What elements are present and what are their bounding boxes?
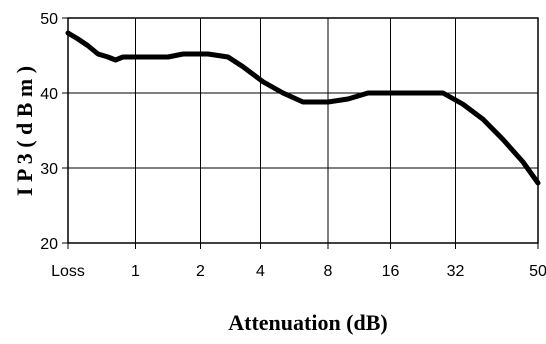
x-axis-title: Attenuation (dB) [228,310,388,335]
grid-layer [68,18,538,243]
x-tick-label: 2 [196,263,205,280]
axis-layer [62,17,539,249]
x-tick-label: Loss [51,263,85,280]
y-tick-label: 50 [40,11,58,28]
x-tick-label: 50 [529,263,546,280]
y-tick-label: 40 [40,86,58,103]
x-tick-label: 4 [256,263,265,280]
series-line [65,30,541,186]
y-tick-label: 20 [40,236,58,253]
x-tick-label: 32 [447,263,465,280]
plot-frame [67,17,539,244]
y-axis-title: I P 3 ( d B m ) [12,66,37,196]
y-tick-label: 30 [40,161,58,178]
series-layer [65,30,541,186]
x-tick-label: 8 [324,263,333,280]
x-tick-label: 1 [131,263,140,280]
label-layer: Loss 1 2 4 8 16 32 50 20 30 40 50 [40,11,546,280]
x-tick-label: 16 [382,263,400,280]
